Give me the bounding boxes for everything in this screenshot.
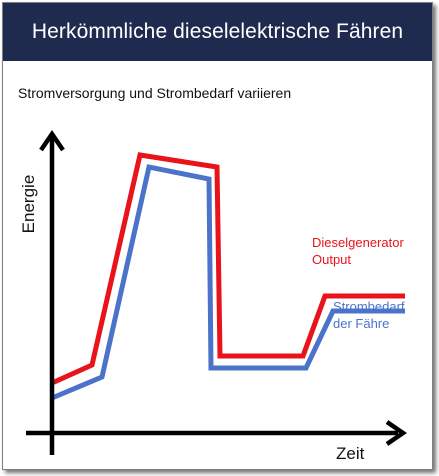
series-line-diesel-output	[50, 152, 405, 386]
slide-frame: Herkömmliche dieselelektrische Fähren St…	[2, 2, 433, 470]
series-layer	[50, 152, 405, 401]
chart-subtitle: Stromversorgung und Strombedarf variiere…	[18, 85, 292, 101]
slide-title: Herkömmliche dieselelektrische Fähren	[31, 20, 404, 43]
y-axis-label: Energie	[19, 175, 38, 234]
series-label-power-demand-line-1: Strombedarf	[333, 299, 405, 314]
series-labels: Dieselgenerator Output Strombedarf der Fähr…	[312, 235, 405, 331]
title-bar: Herkömmliche dieselelektrische Fähren	[3, 3, 432, 61]
series-label-diesel-output-line-1: Dieselgenerator	[312, 235, 404, 250]
y-axis-arrowhead	[39, 130, 65, 152]
chart-axes	[26, 130, 407, 455]
series-line-power-demand	[51, 164, 405, 401]
series-label-diesel-output-line-2: Output	[312, 252, 351, 267]
x-axis-label: Zeit	[336, 444, 365, 463]
x-axis-arrowhead	[385, 420, 407, 446]
series-label-power-demand-line-2: der Fähre	[333, 316, 389, 331]
